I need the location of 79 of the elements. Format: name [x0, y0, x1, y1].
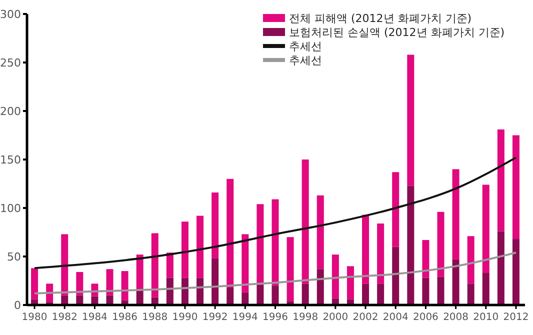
bar	[181, 222, 188, 278]
x-tick-label: 1980	[22, 312, 48, 323]
bar	[392, 246, 400, 305]
bar	[121, 271, 128, 300]
x-tick-label: 1982	[52, 312, 78, 323]
bar	[437, 212, 444, 277]
bar	[316, 195, 324, 270]
x-tick-label: 1998	[292, 312, 318, 323]
bar	[437, 276, 444, 305]
y-tick-label: 250	[0, 56, 21, 70]
bar	[302, 284, 309, 305]
bar	[467, 284, 474, 305]
bar	[482, 184, 490, 273]
y-tick-label: 0	[14, 298, 21, 312]
y-tick-label: 300	[0, 8, 21, 21]
bar	[226, 288, 234, 305]
x-tick-label: 2002	[352, 312, 378, 323]
bar	[242, 234, 249, 292]
bar	[151, 233, 158, 298]
bar	[226, 178, 234, 288]
bar	[151, 297, 158, 305]
x-tick-label: 1994	[232, 312, 258, 323]
bar	[377, 284, 384, 305]
bar	[497, 129, 504, 232]
x-tick-label: 2010	[473, 312, 499, 323]
bar	[212, 258, 219, 305]
bar	[512, 239, 520, 305]
x-tick-label: 1986	[112, 312, 138, 323]
x-tick-label: 1984	[82, 312, 108, 323]
bar	[452, 169, 460, 260]
bar	[512, 135, 520, 240]
bar	[482, 272, 490, 305]
bar	[196, 216, 204, 278]
legend-label: 추세선	[289, 40, 322, 53]
bar	[76, 272, 84, 296]
bar	[497, 231, 504, 305]
bar	[256, 204, 264, 285]
y-tick-label: 100	[0, 202, 21, 215]
bar	[332, 254, 339, 298]
bar	[362, 214, 370, 284]
legend-label: 보험처리된 손실액 (2012년 화폐가치 기준)	[289, 26, 505, 39]
bar	[377, 224, 384, 284]
bar	[467, 236, 474, 284]
bar	[256, 284, 264, 305]
bar	[166, 252, 174, 278]
legend-label: 추세선	[289, 54, 322, 67]
bar	[362, 284, 370, 305]
bar	[452, 259, 460, 305]
x-tick-label: 2000	[322, 312, 348, 323]
x-tick-label: 2008	[443, 312, 469, 323]
bar	[422, 278, 430, 305]
x-tick-label: 1990	[172, 312, 198, 323]
x-tick-label: 2006	[412, 312, 438, 323]
bar	[31, 268, 38, 300]
bar	[212, 192, 219, 258]
y-tick-label: 200	[0, 104, 21, 118]
line-series	[34, 156, 517, 270]
bar	[422, 240, 430, 278]
bar	[286, 237, 294, 302]
x-tick-label: 2004	[382, 312, 408, 323]
bar	[106, 269, 114, 296]
bar	[272, 199, 279, 286]
bar	[346, 266, 354, 300]
x-tick-label: 2012	[503, 312, 529, 323]
bar	[407, 186, 414, 305]
x-tick-label: 1996	[262, 312, 288, 323]
line-series	[34, 252, 517, 294]
bar	[407, 54, 414, 186]
bar	[392, 172, 400, 247]
bar	[61, 234, 68, 296]
bar	[316, 269, 324, 305]
x-tick-label: 1992	[202, 312, 228, 323]
bar	[272, 286, 279, 305]
bar	[302, 160, 309, 284]
legend-label: 전체 피해액 (2012년 화폐가치 기준)	[289, 12, 472, 25]
y-tick-label: 50	[7, 250, 21, 264]
x-tick-label: 1988	[142, 312, 168, 323]
bar	[242, 292, 249, 305]
y-tick-label: 150	[0, 153, 21, 166]
